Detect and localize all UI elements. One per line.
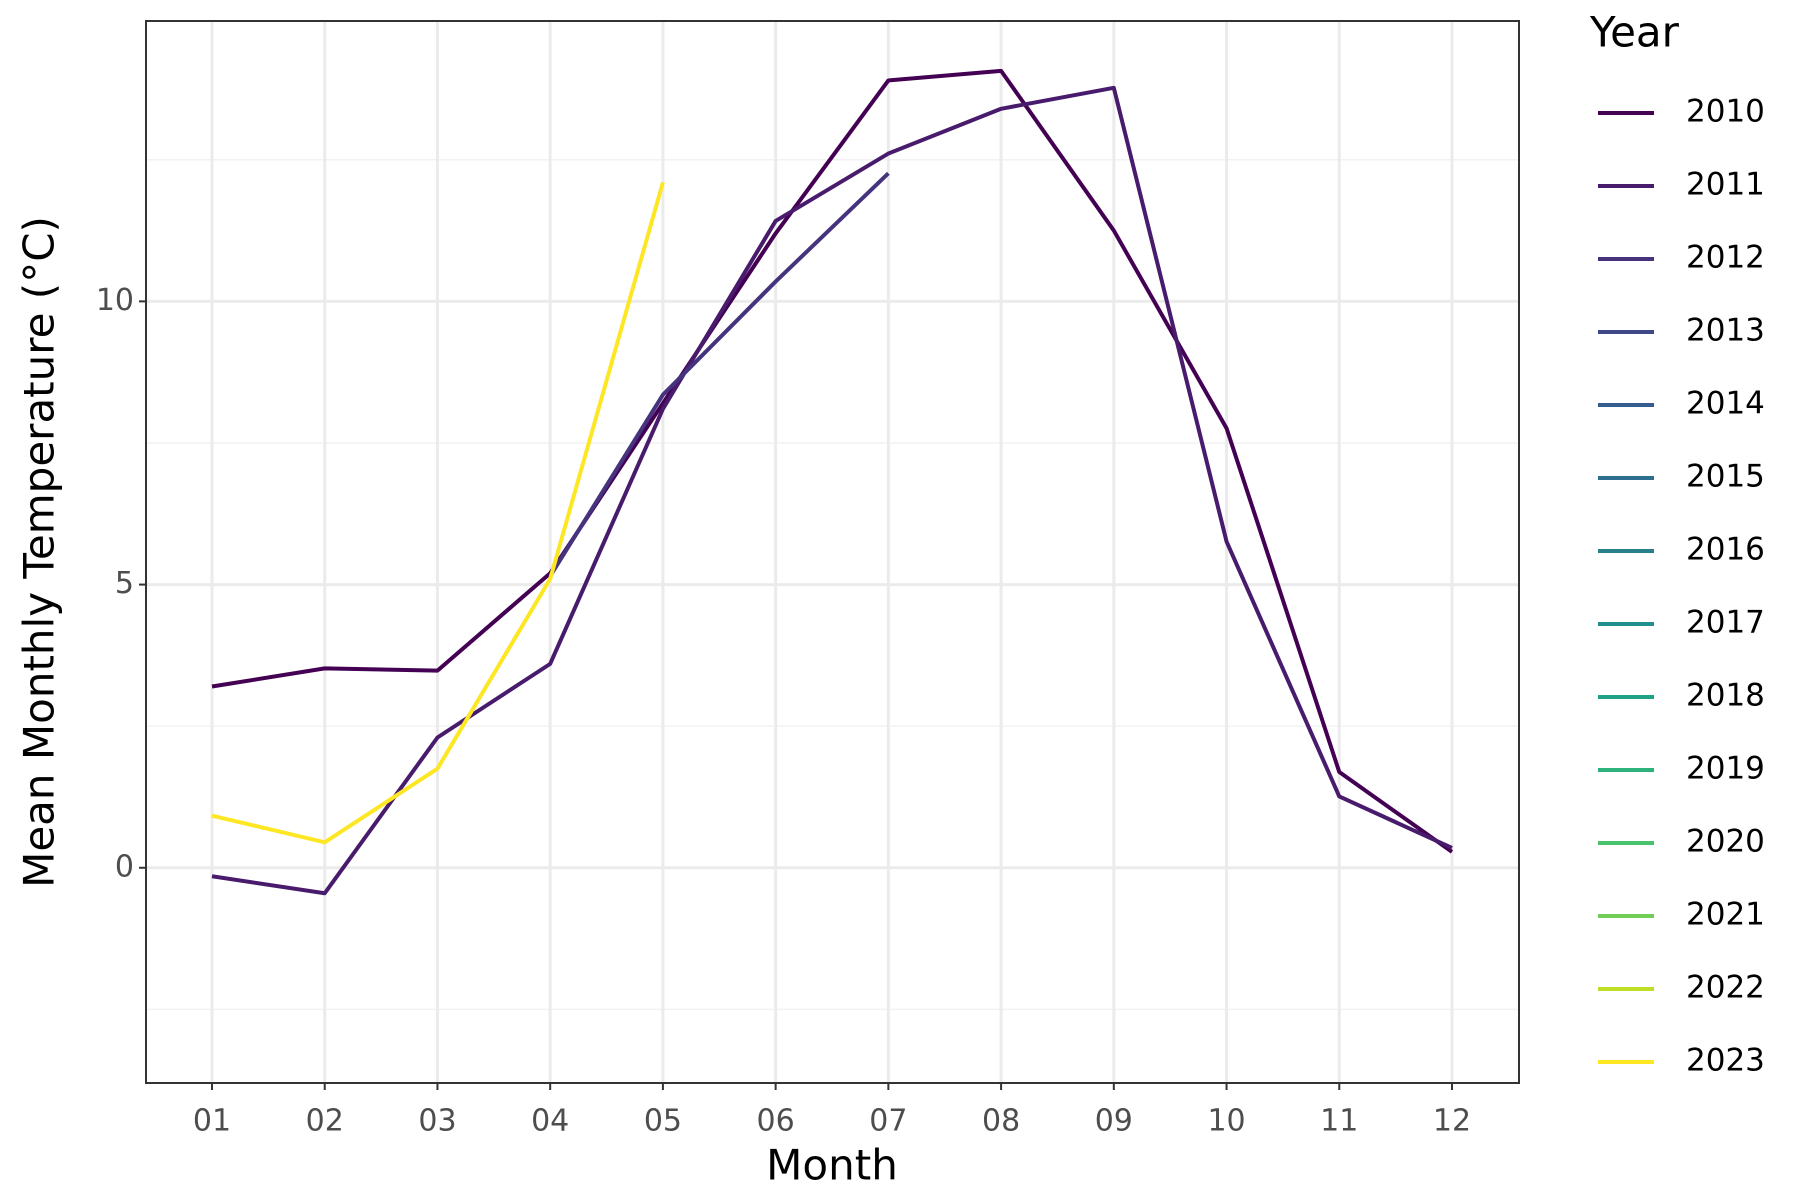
x-tick-label: 12 [1433,1104,1471,1139]
legend-label: 2011 [1686,167,1765,203]
x-tick-label: 05 [644,1104,682,1139]
x-tick-label: 08 [982,1104,1020,1139]
legend-label: 2012 [1686,240,1765,276]
x-tick-label: 10 [1207,1104,1245,1139]
x-tick-label: 03 [418,1104,456,1139]
x-tick-label: 11 [1320,1104,1358,1139]
legend-label: 2017 [1686,605,1765,641]
y-tick-label: 5 [115,566,134,601]
x-axis-title: Month [766,1141,898,1190]
legend-label: 2015 [1686,459,1765,495]
y-tick-label: 10 [96,283,134,318]
y-axis-title: Mean Monthly Temperature (°C) [15,216,64,888]
legend-label: 2023 [1686,1043,1765,1079]
x-tick-label: 04 [531,1104,569,1139]
series-line [211,85,1453,896]
legend-label: 2019 [1686,751,1765,787]
legend-label: 2020 [1686,824,1765,860]
legend-label: 2013 [1686,313,1765,349]
legend-label: 2014 [1686,386,1765,422]
legend-label: 2022 [1686,970,1765,1006]
x-tick-label: 01 [193,1104,231,1139]
x-tick-label: 02 [306,1104,344,1139]
legend-title: Year [1589,8,1680,57]
y-tick-label: 0 [115,849,134,884]
series-line [211,181,665,845]
legend-label: 2018 [1686,678,1765,714]
plot-border [145,20,1520,1084]
x-tick-label: 06 [757,1104,795,1139]
x-tick-label: 09 [1095,1104,1133,1139]
legend-label: 2016 [1686,532,1765,568]
series-line [211,68,1454,854]
legend-label: 2010 [1686,94,1765,130]
series-line [548,171,890,578]
legend-label: 2021 [1686,897,1765,933]
x-tick-label: 07 [869,1104,907,1139]
